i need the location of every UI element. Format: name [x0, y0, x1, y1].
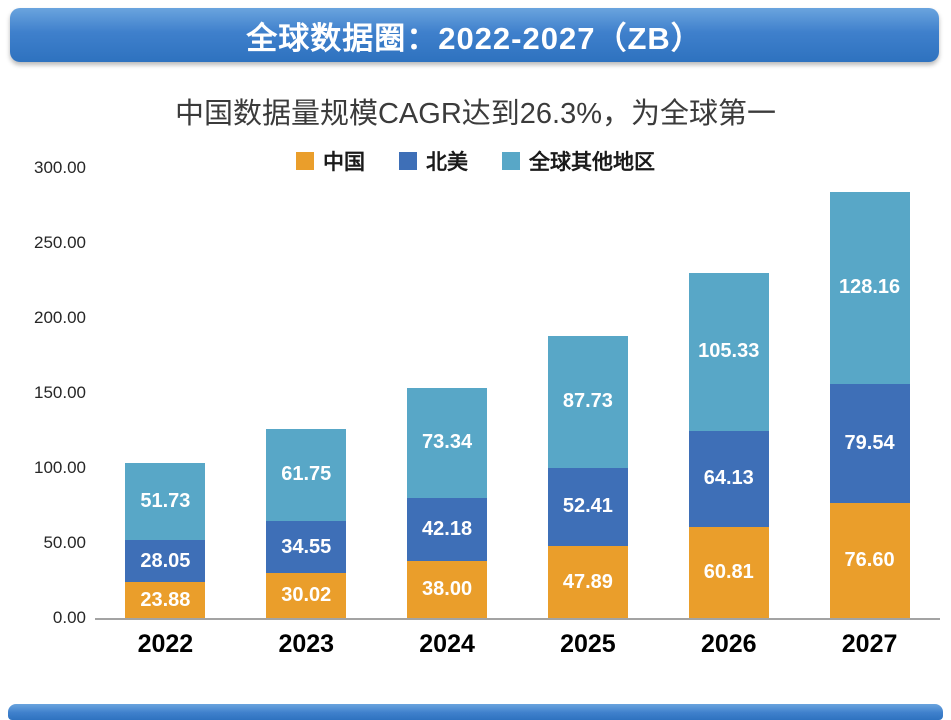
legend-label: 中国 — [323, 151, 365, 174]
y-tick-label: 200.00 — [34, 308, 86, 327]
y-tick-label: 300.00 — [34, 158, 86, 177]
data-label: 105.33 — [698, 340, 760, 363]
data-label: 87.73 — [562, 390, 613, 413]
data-label: 76.60 — [844, 549, 895, 572]
legend-label: 全球其他地区 — [529, 151, 655, 174]
bar-segment: 87.73 — [547, 335, 628, 468]
legend-item-north-america: 北美 — [399, 146, 468, 176]
legend-item-rest-of-world: 全球其他地区 — [502, 146, 655, 176]
bar-segment: 52.41 — [547, 467, 628, 547]
x-tick-label: 2026 — [700, 630, 757, 658]
data-label: 34.55 — [281, 535, 332, 558]
bar-segment: 30.02 — [266, 572, 347, 618]
stacked-bar-2026: 60.81 64.13 105.33 — [688, 272, 769, 618]
bar-segment: 79.54 — [829, 383, 910, 504]
y-tick-label: 150.00 — [34, 383, 86, 402]
bar-segment: 42.18 — [407, 497, 488, 561]
data-label: 61.75 — [281, 463, 332, 486]
bar-segment: 64.13 — [688, 430, 769, 527]
data-label: 28.05 — [140, 549, 191, 572]
y-tick-label: 250.00 — [34, 233, 86, 252]
x-tick-label: 2024 — [419, 630, 475, 658]
data-label: 52.41 — [562, 495, 613, 518]
chart-subtitle: 中国数据量规模CAGR达到26.3%，为全球第一 — [174, 98, 776, 130]
chart-legend: 中国 北美 全球其他地区 — [0, 146, 951, 176]
x-tick-label: 2025 — [560, 630, 616, 658]
stacked-bar-2027: 76.60 79.54 128.16 — [829, 191, 910, 618]
legend-item-china: 中国 — [296, 146, 365, 176]
bar-segment: 23.88 — [125, 582, 206, 618]
data-label: 38.00 — [422, 578, 473, 600]
plot-area: 23.88 28.05 51.73 30.02 34.55 61.75 38.00 42.18… — [95, 168, 940, 620]
x-axis: 2022 2023 2024 2025 2026 2027 — [95, 630, 940, 670]
data-label: 128.16 — [838, 276, 901, 299]
y-tick-label: 50.00 — [43, 533, 86, 552]
stacked-bar-2025: 47.89 52.41 87.73 — [547, 335, 628, 618]
data-label: 64.13 — [703, 467, 754, 490]
y-axis: 0.00 50.00 100.00 150.00 200.00 250.00 300.00 — [6, 158, 86, 627]
bar-segment: 105.33 — [688, 272, 769, 431]
bar-segment: 38.00 — [407, 561, 488, 618]
data-label: 79.54 — [844, 431, 895, 454]
x-tick-label: 2022 — [137, 630, 194, 658]
page-title: 全球数据圈：2022-2027（ZB） — [246, 20, 703, 56]
y-tick-label: 100.00 — [34, 458, 86, 477]
stacked-bar-2023: 30.02 34.55 61.75 — [266, 428, 347, 618]
data-label: 23.88 — [140, 588, 191, 611]
legend-swatch-china — [296, 152, 314, 170]
bar-segment: 47.89 — [547, 546, 628, 618]
bar-segment: 51.73 — [125, 462, 206, 541]
bar-segment: 61.75 — [266, 428, 347, 522]
bar-segment: 73.34 — [407, 387, 488, 498]
x-tick-label: 2027 — [841, 630, 898, 658]
stacked-bar-2024: 38.00 42.18 73.34 — [407, 387, 488, 618]
footer-decoration-bar — [8, 704, 943, 720]
legend-label: 北美 — [426, 151, 468, 174]
data-label: 73.34 — [422, 431, 473, 454]
legend-swatch-north-america — [399, 152, 417, 170]
y-tick-label: 0.00 — [52, 608, 86, 627]
data-label: 42.18 — [422, 517, 473, 540]
bar-segment: 34.55 — [266, 521, 347, 573]
data-label: 30.02 — [281, 583, 332, 606]
stacked-bar-2022: 23.88 28.05 51.73 — [125, 462, 206, 618]
data-label: 60.81 — [703, 560, 754, 583]
bar-segment: 128.16 — [829, 191, 910, 384]
data-label: 51.73 — [140, 489, 191, 512]
legend-swatch-rest-of-world — [502, 152, 520, 170]
bar-segment: 60.81 — [688, 526, 769, 618]
data-label: 47.89 — [562, 570, 613, 593]
bar-segment: 76.60 — [829, 503, 910, 618]
x-tick-label: 2023 — [278, 630, 335, 658]
bar-segment: 28.05 — [125, 540, 206, 583]
title-banner: 全球数据圈：2022-2027（ZB） — [10, 8, 939, 62]
